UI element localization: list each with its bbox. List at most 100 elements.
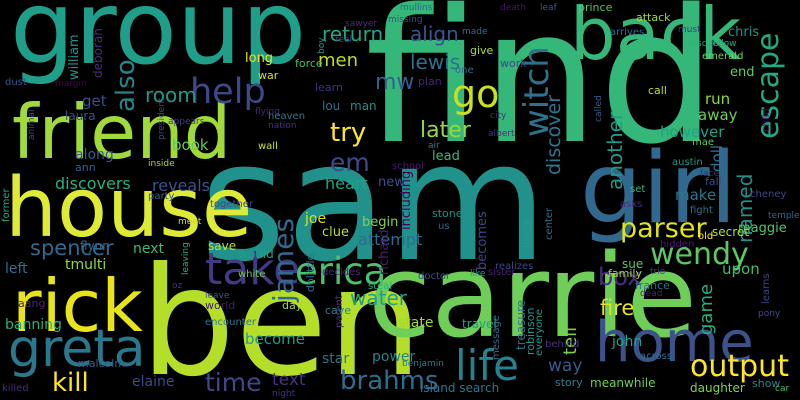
word: attack — [636, 11, 671, 24]
word: dust — [5, 77, 27, 88]
word: animal — [27, 109, 37, 140]
word: upon — [722, 260, 760, 278]
word: night — [272, 389, 296, 399]
word: discover — [543, 94, 565, 175]
word: day — [282, 299, 303, 312]
word: cave — [325, 304, 352, 317]
word: another — [603, 111, 627, 190]
word: left — [5, 261, 28, 277]
word: richard — [377, 229, 392, 275]
word: along — [75, 147, 114, 163]
word: home — [595, 310, 754, 375]
word: parser — [620, 213, 707, 244]
word: temple — [768, 211, 800, 221]
word: show — [752, 377, 781, 390]
word: heart — [325, 174, 368, 193]
word: clue — [322, 225, 349, 240]
word: daughter — [690, 381, 745, 395]
word: leave — [205, 291, 230, 301]
word: room — [145, 83, 197, 107]
word: find — [365, 0, 717, 185]
word: deborah — [91, 28, 105, 78]
word: killed — [2, 383, 29, 394]
word: encounter — [205, 317, 256, 328]
word: war — [258, 69, 279, 82]
word: party — [148, 191, 175, 202]
word: sue — [622, 257, 644, 271]
word: everyone — [534, 309, 545, 356]
word: mw — [375, 70, 415, 95]
word: mullins — [400, 3, 433, 13]
word: across — [640, 351, 673, 362]
word: city — [490, 111, 507, 121]
word: man — [350, 99, 377, 113]
word: mae — [692, 137, 715, 148]
word: world — [205, 299, 236, 312]
word: us — [438, 221, 450, 232]
word: star — [322, 351, 350, 367]
word: old — [698, 231, 714, 242]
word: erica — [295, 250, 387, 293]
word: benjamin — [402, 359, 444, 369]
word: must — [678, 25, 701, 35]
word: former — [1, 188, 12, 222]
word: spencer — [30, 236, 114, 260]
word: rescue — [688, 39, 718, 49]
word: lead — [432, 149, 460, 164]
word: make — [675, 186, 717, 204]
word: friend — [12, 88, 232, 176]
word: maggie — [738, 221, 787, 236]
word: emerald — [702, 51, 744, 62]
word: missing — [388, 15, 423, 25]
word: aang — [18, 297, 46, 310]
word: however — [660, 123, 725, 141]
word: travel — [462, 317, 497, 331]
word: later — [420, 118, 471, 143]
word: nation — [268, 121, 297, 131]
word: wendy — [650, 237, 749, 272]
word: oz — [172, 281, 183, 291]
word: meanwhile — [590, 376, 656, 390]
word: go — [452, 72, 500, 116]
word: plan — [418, 75, 442, 88]
word: death — [500, 3, 526, 13]
word: em — [330, 148, 370, 177]
word: air — [428, 141, 440, 151]
word: tmulti — [65, 257, 107, 273]
word: begin — [362, 215, 399, 230]
word: dead — [640, 289, 663, 299]
word: fire — [600, 296, 635, 320]
word: sister — [488, 267, 516, 278]
word: state — [398, 315, 434, 331]
word: banning — [5, 317, 62, 333]
word: john — [612, 334, 643, 350]
word: end — [730, 65, 755, 80]
word: work — [500, 57, 527, 70]
word: realizes — [495, 261, 534, 272]
word: try — [330, 118, 367, 148]
word: fight — [690, 205, 713, 216]
word: save — [208, 239, 237, 253]
word: girl — [580, 132, 737, 246]
word: school — [392, 161, 425, 172]
word: asks — [620, 199, 643, 210]
word: life — [455, 341, 519, 390]
word: also — [111, 59, 141, 112]
word: inside — [148, 159, 175, 169]
word: take — [205, 244, 301, 295]
word: text — [272, 370, 306, 390]
word: next — [133, 241, 165, 257]
word: decides — [322, 267, 361, 278]
word: stone — [432, 207, 463, 220]
word: away — [698, 106, 738, 124]
word: becomes — [475, 211, 490, 270]
word: discovers — [55, 174, 131, 193]
word: one — [455, 65, 474, 76]
word: hidden — [660, 239, 695, 250]
word: arrives — [610, 27, 645, 38]
word: flynn — [80, 239, 110, 253]
word: would — [238, 247, 274, 261]
word: james — [267, 217, 300, 302]
word: give — [470, 44, 494, 57]
